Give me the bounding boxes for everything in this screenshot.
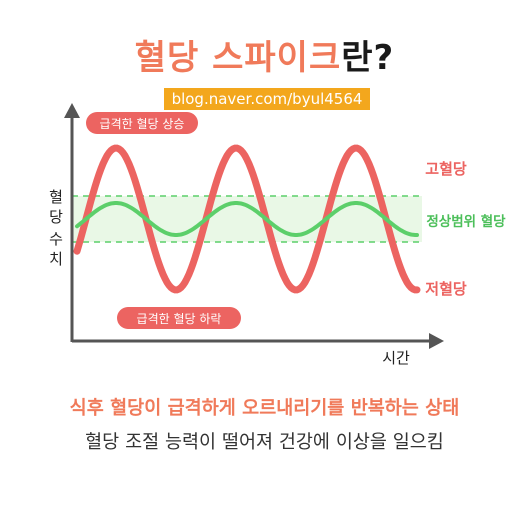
title-accent: 혈당 스파이크	[134, 38, 342, 78]
y-axis-label-1: 혈	[49, 188, 63, 206]
title-rest: 란?	[341, 38, 395, 78]
x-axis-arrow	[429, 333, 444, 349]
spike-up-pill	[86, 112, 198, 134]
caption-headline: 식후 혈당이 급격하게 오르내리기를 반복하는 상태	[69, 398, 460, 419]
page-title: 혈당 스파이크란?	[0, 30, 529, 79]
normal-label: 정상범위 혈당	[426, 213, 506, 230]
spike-curve	[73, 144, 421, 294]
spike-down-pill	[117, 307, 241, 329]
y-axis-arrow	[64, 103, 80, 118]
y-axis-label-4: 치	[49, 250, 63, 268]
caption-subline: 혈당 조절 능력이 떨어져 건강에 이상을 일으킴	[85, 432, 444, 453]
watermark: blog.naver.com/byul4564	[164, 88, 370, 110]
y-axis-label-3: 수	[49, 230, 63, 248]
spike-up-label: 급격한 혈당 상승	[100, 117, 185, 131]
spike-down-label: 급격한 혈당 하락	[137, 312, 222, 326]
high-label: 고혈당	[425, 160, 467, 178]
x-axis-label: 시간	[382, 349, 410, 367]
low-label: 저혈당	[425, 280, 467, 298]
normal-curve	[75, 201, 419, 237]
y-axis-label-2: 당	[49, 208, 63, 226]
